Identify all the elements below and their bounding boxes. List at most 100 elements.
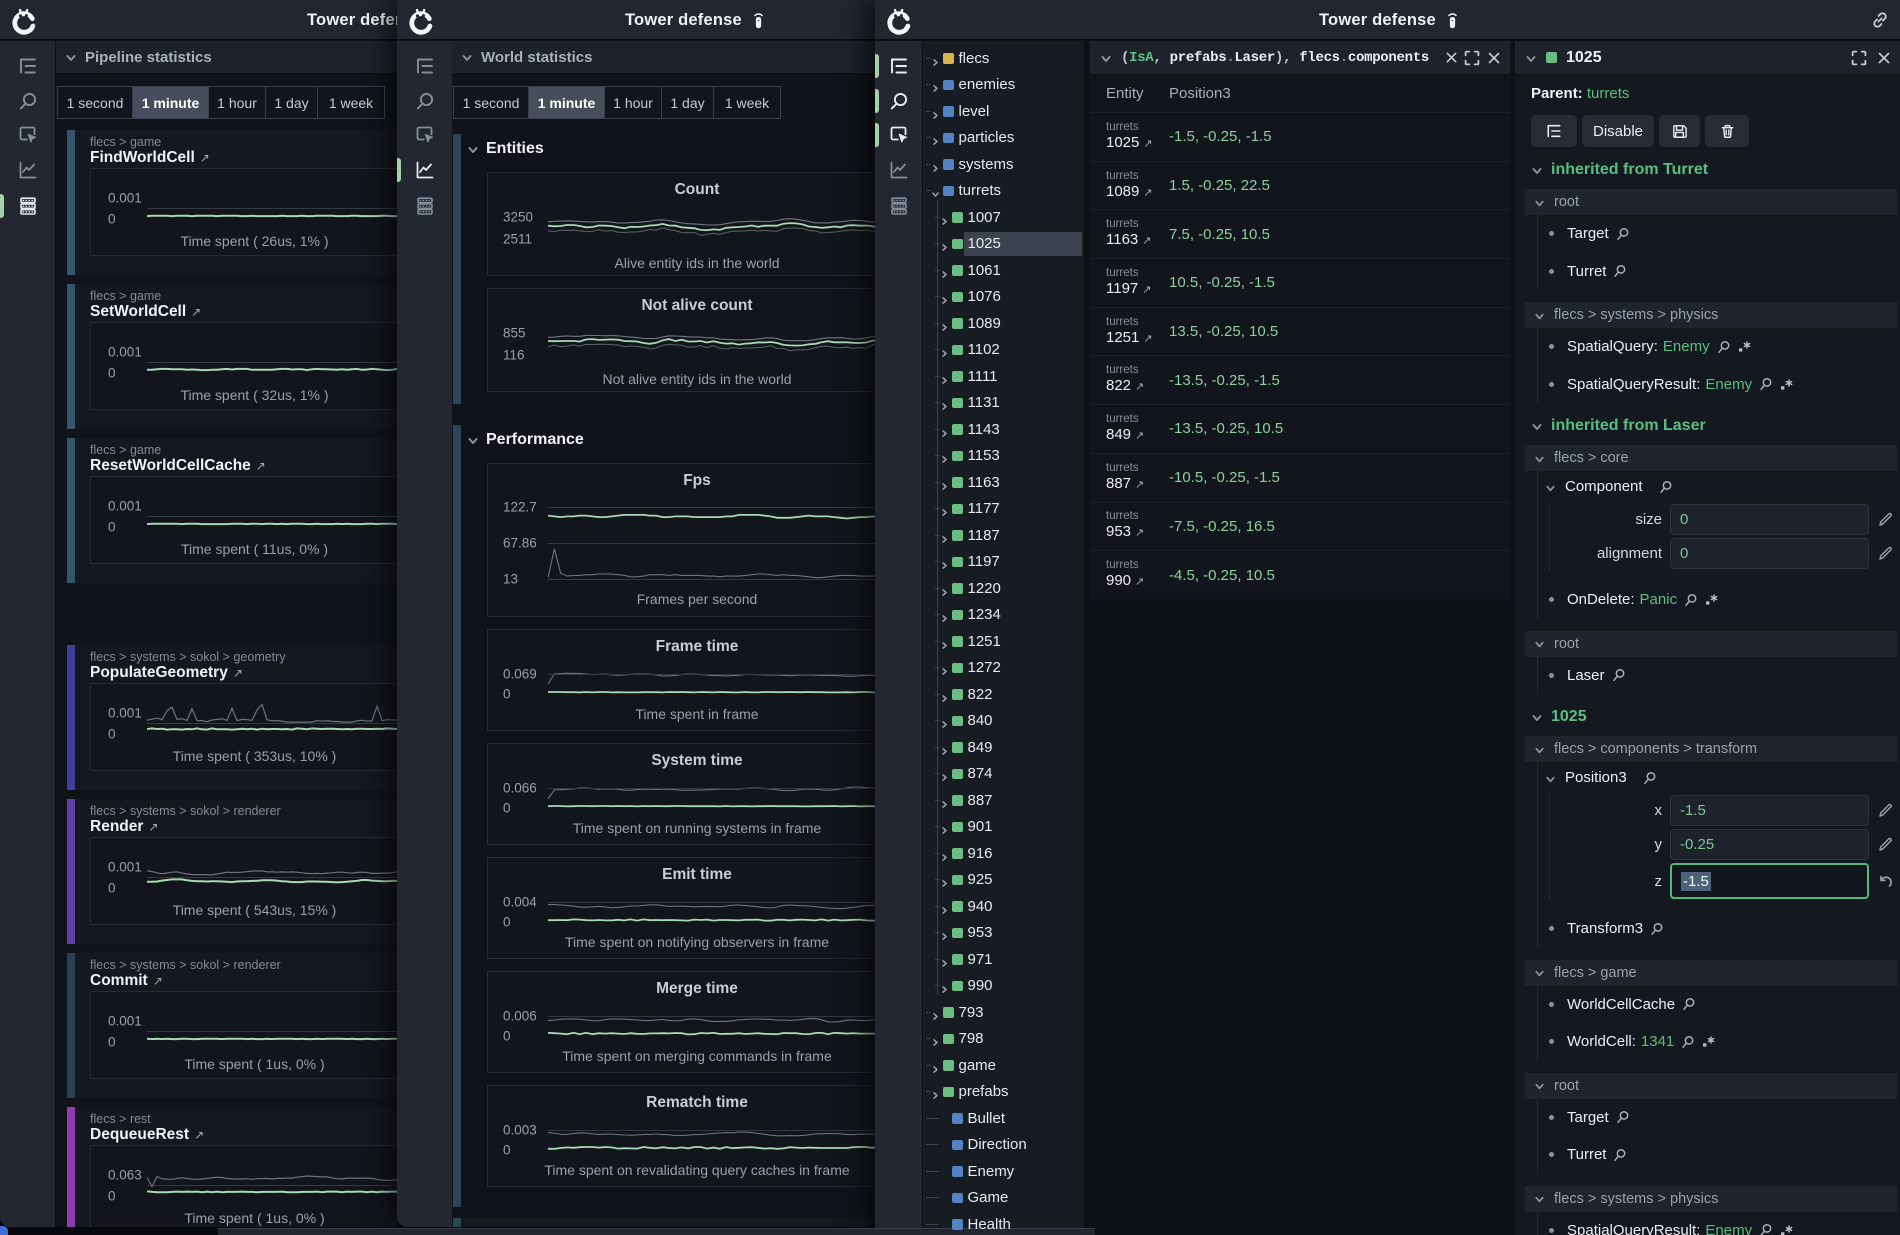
item-value-link[interactable]: Enemy xyxy=(1705,375,1753,393)
search-icon[interactable] xyxy=(1659,480,1673,494)
card-title[interactable]: PopulateGeometry ↗ xyxy=(90,664,243,681)
chevron-right-icon[interactable] xyxy=(931,54,940,66)
inspector-section-inherited-from-turret[interactable]: inherited from Turret xyxy=(1531,158,1900,182)
inspector-item-target[interactable]: Target xyxy=(1538,1099,1900,1137)
tree-item-1251[interactable]: 1251 xyxy=(923,628,1084,655)
tree-item-887[interactable]: 887 xyxy=(923,787,1084,814)
card-title[interactable]: ResetWorldCellCache ↗ xyxy=(90,457,266,474)
section-header[interactable]: Performance xyxy=(467,431,584,449)
chevron-right-icon[interactable] xyxy=(940,716,949,729)
close-inspector-icon[interactable] xyxy=(1877,51,1891,65)
inspector-component-position3[interactable]: Position3 xyxy=(1538,762,1900,793)
card-title[interactable]: Render ↗ xyxy=(90,818,159,835)
panel-header-world-statistics[interactable]: World statistics xyxy=(452,41,875,74)
query-row-1025[interactable]: turrets 1025 ↗ -1.5, -0.25, -1.5 xyxy=(1090,112,1510,161)
field-input-z[interactable]: -1.5 xyxy=(1670,863,1869,899)
tree-item-1234[interactable]: 1234 xyxy=(923,602,1084,629)
chevron-right-icon[interactable] xyxy=(940,875,949,888)
edit-pencil-icon[interactable] xyxy=(1878,837,1893,852)
field-input-y[interactable]: -0.25 xyxy=(1670,829,1869,861)
search-icon[interactable] xyxy=(1612,668,1626,682)
sidebar-item-search-icon[interactable] xyxy=(17,90,39,112)
tree-item-1025[interactable]: 1025 xyxy=(923,231,1084,258)
tree-item-Bullet[interactable]: Bullet xyxy=(923,1105,1084,1132)
tab-1-week[interactable]: 1 week xyxy=(724,94,770,111)
pair-wildcard-icon[interactable] xyxy=(1738,340,1751,353)
share-link-icon[interactable] xyxy=(1870,10,1890,30)
chevron-right-icon[interactable] xyxy=(940,398,949,411)
sidebar-item-systems-icon[interactable] xyxy=(17,195,39,217)
chevron-right-icon[interactable] xyxy=(931,1087,940,1100)
sidebar-item-search-icon[interactable] xyxy=(414,90,436,112)
card-title[interactable]: SetWorldCell ↗ xyxy=(90,303,202,320)
tree-item-particles[interactable]: particles xyxy=(923,125,1084,152)
tree-item-1007[interactable]: 1007 xyxy=(923,204,1084,231)
sidebar-item-inspector-icon[interactable] xyxy=(414,124,436,146)
query-row-953[interactable]: turrets 953 ↗ -7.5, -0.25, 16.5 xyxy=(1090,501,1510,551)
chevron-right-icon[interactable] xyxy=(940,557,949,570)
query-row-822[interactable]: turrets 822 ↗ -13.5, -0.25, -1.5 xyxy=(1090,355,1510,404)
inspector-group-root[interactable]: root xyxy=(1525,189,1897,215)
sidebar-item-tree-icon[interactable] xyxy=(17,55,39,77)
tree-item-Direction[interactable]: Direction xyxy=(923,1132,1084,1159)
sidebar-item-systems-icon[interactable] xyxy=(414,195,436,217)
query-row-990[interactable]: turrets 990 ↗ -4.5, -0.25, 10.5 xyxy=(1090,550,1510,599)
tree-item-1102[interactable]: 1102 xyxy=(923,337,1084,364)
tree-item-990[interactable]: 990 xyxy=(923,973,1084,1000)
inspector-group-flecs-components-transform[interactable]: flecs > components > transform xyxy=(1525,736,1897,762)
tree-item-1197[interactable]: 1197 xyxy=(923,549,1084,576)
chevron-right-icon[interactable] xyxy=(940,345,949,358)
chevron-right-icon[interactable] xyxy=(931,107,940,119)
query-row-1163[interactable]: turrets 1163 ↗ 7.5, -0.25, 10.5 xyxy=(1090,209,1510,258)
tree-item-916[interactable]: 916 xyxy=(923,840,1084,867)
tree-item-1187[interactable]: 1187 xyxy=(923,522,1084,549)
chevron-right-icon[interactable] xyxy=(940,372,949,384)
inspector-item-turret[interactable]: Turret xyxy=(1538,1136,1900,1174)
chevron-right-icon[interactable] xyxy=(931,80,940,93)
item-value-link[interactable]: Panic xyxy=(1639,591,1678,609)
tree-item-901[interactable]: 901 xyxy=(923,814,1084,841)
pair-wildcard-icon[interactable] xyxy=(1780,378,1793,391)
sidebar-item-inspector-icon[interactable] xyxy=(888,124,910,146)
chevron-right-icon[interactable] xyxy=(940,955,949,967)
edit-pencil-icon[interactable] xyxy=(1878,512,1893,527)
inspector-group-root[interactable]: root xyxy=(1525,1072,1897,1099)
search-icon[interactable] xyxy=(1650,922,1664,936)
search-icon[interactable] xyxy=(1643,771,1657,785)
chevron-right-icon[interactable] xyxy=(940,425,949,437)
tab-1-hour[interactable]: 1 hour xyxy=(209,87,266,118)
close-query-icon[interactable] xyxy=(1487,51,1501,65)
sidebar-item-stats-icon[interactable] xyxy=(414,159,436,181)
edit-pencil-icon[interactable] xyxy=(1878,546,1893,561)
sidebar-item-inspector-icon[interactable] xyxy=(17,124,39,146)
tree-item-1111[interactable]: 1111 xyxy=(923,363,1084,390)
disable-button[interactable]: Disable xyxy=(1582,115,1654,147)
inspector-component-component[interactable]: Component xyxy=(1538,471,1900,502)
chevron-right-icon[interactable] xyxy=(940,637,949,649)
chevron-right-icon[interactable] xyxy=(940,743,949,755)
tree-item-874[interactable]: 874 xyxy=(923,761,1084,788)
inspector-item-worldcell-[interactable]: WorldCell: 1341 xyxy=(1538,1023,1900,1061)
inspector-item-spatialqueryresult-[interactable]: SpatialQueryResult: Enemy xyxy=(1538,366,1900,404)
tree-item-953[interactable]: 953 xyxy=(923,920,1084,947)
tab-1-day[interactable]: 1 day xyxy=(662,87,714,118)
expand-inspector-icon[interactable] xyxy=(1851,50,1867,66)
chevron-right-icon[interactable] xyxy=(940,478,949,490)
query-expression[interactable]: (IsA, prefabs.Laser), flecs.components xyxy=(1121,49,1429,66)
inspector-item-transform3[interactable]: Transform3 xyxy=(1538,910,1900,948)
inspector-section-1025[interactable]: 1025 xyxy=(1531,705,1900,729)
item-value-link[interactable]: Enemy xyxy=(1662,338,1710,356)
tab-1-week[interactable]: 1 week xyxy=(328,94,374,111)
tree-item-prefabs[interactable]: prefabs xyxy=(923,1079,1084,1106)
sidebar-item-search-icon[interactable] xyxy=(888,90,910,112)
chevron-down-icon[interactable] xyxy=(931,186,940,197)
pair-wildcard-icon[interactable] xyxy=(1702,1035,1715,1048)
chevron-right-icon[interactable] xyxy=(940,504,949,517)
tree-item-971[interactable]: 971 xyxy=(923,946,1084,973)
panel-header-pipeline-statistics[interactable]: Pipeline statistics xyxy=(56,41,397,74)
delete-button[interactable] xyxy=(1705,115,1749,147)
tree-item-systems[interactable]: systems xyxy=(923,151,1084,178)
chevron-right-icon[interactable] xyxy=(940,292,949,305)
inspector-group-flecs-systems-physics[interactable]: flecs > systems > physics xyxy=(1525,1185,1897,1212)
tab-1-minute[interactable]: 1 minute xyxy=(133,87,209,118)
